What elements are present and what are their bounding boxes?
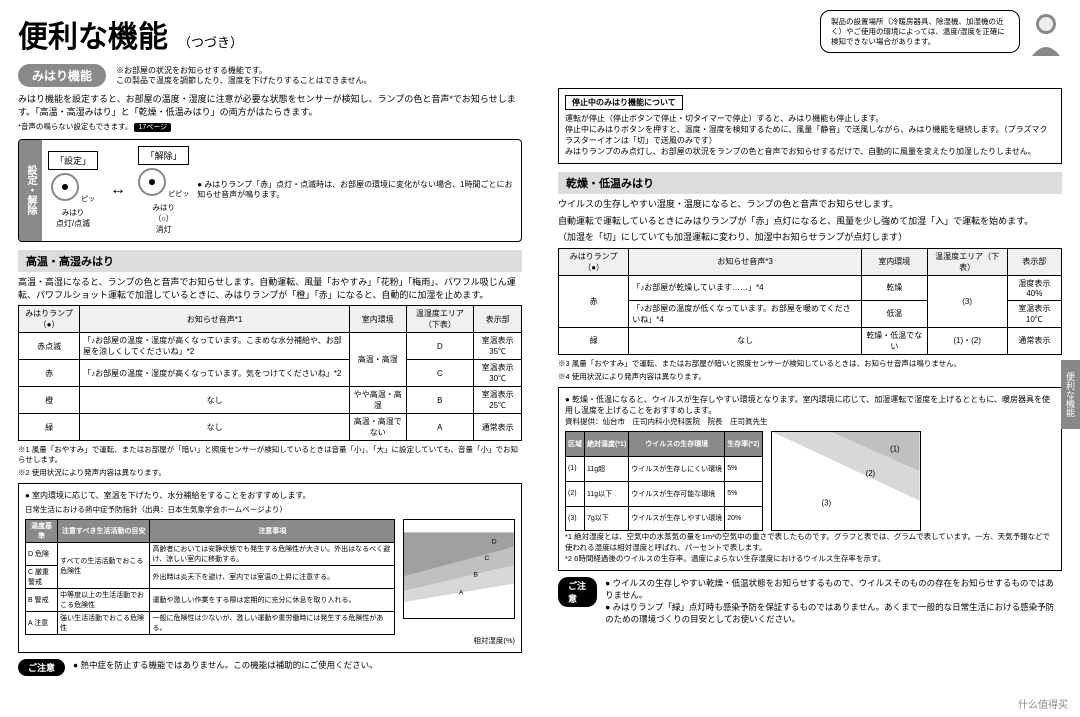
lady-icon — [1022, 8, 1070, 56]
title-row: 便利な機能 （つづき） — [18, 12, 522, 56]
blink-label: 点灯/点滅 — [48, 218, 98, 229]
virus-foot-1: *1 絶対湿度とは、空気中の水蒸気の量を1m³の空気中の重さで表したものです。グ… — [565, 531, 1055, 553]
setting-box: 設定・解除 「設定」 ピッ みはり 点灯/点滅 ↔ 「解除」 ピピッ みはり （… — [18, 139, 522, 242]
setting-bullet: ● みはりランプ「赤」点灯・点滅時は、お部屋の環境に変化がない場合、1時間ごとに… — [197, 180, 515, 201]
virus-info-box: ● 乾燥・低温になると、ウイルスが生存しやすい環境となります。室内環境に応じて、… — [558, 387, 1062, 571]
svg-text:A: A — [459, 590, 464, 597]
ht-note-1: ※1 風量「おやすみ」で運転、またはお部屋が「暗い」と照度センサーが検知している… — [18, 445, 522, 465]
mihari-pill: みはり機能 — [18, 64, 106, 87]
caution-pill-1: ご注意 — [18, 659, 65, 676]
right-page: 製品の設置場所（冷暖房器具、除湿機、加湿機の近く）やご使用の環境によっては、温度… — [540, 0, 1080, 717]
unset-label: 「解除」 — [138, 146, 189, 165]
stop-info-box: 停止中のみはり機能について 運転が停止（停止ボタンで停止・切タイマーで停止）する… — [558, 88, 1062, 164]
dry-note-4: ※4 使用状況により発声内容は異なります。 — [558, 372, 1062, 382]
dry-note-3: ※3 風量「おやすみ」で運転、またはお部屋が暗いと照度センサーが検知しているとき… — [558, 359, 1062, 369]
caution-2: ご注意 ● ウイルスの生存しやすい乾燥・低温状態をお知らせするもので、ウイルスそ… — [558, 577, 1062, 625]
svg-text:(3): (3) — [821, 499, 831, 508]
high-temp-table: みはりランプ（●）お知らせ音声*1 室内環境温湿度エリア（下表）表示部 赤点滅「… — [18, 305, 522, 441]
caution-pill-2: ご注意 — [558, 577, 597, 607]
lamp-label-2: みはり — [138, 202, 189, 213]
page-ref: 17ページ — [134, 123, 171, 132]
dry-bar: 乾燥・低温みはり — [558, 172, 1062, 194]
page-title: 便利な機能 — [18, 12, 168, 56]
virus-lead: ● 乾燥・低温になると、ウイルスが生存しやすい環境となります。室内環境に応じて、… — [565, 394, 1055, 416]
dry-table: みはりランプ（●）お知らせ音声*3 室内環境温湿度エリア（下表）表示部 赤「♪お… — [558, 248, 1062, 355]
virus-mini-table: 区域絶対湿度(*1)ウイルスの生存環境生存率(*2) (1)11g超ウイルスが生… — [565, 431, 763, 531]
caution-text-1: ● 熱中症を防止する機能ではありません。この機能は補助的にご使用ください。 — [73, 659, 378, 671]
heat-chart: D C B A — [403, 519, 515, 619]
svg-text:C: C — [485, 556, 490, 563]
off-label: 消灯 — [138, 224, 189, 235]
heat-lead: ● 室内環境に応じて、室温を下げたり、水分補給をすることをおすすめします。 — [25, 490, 515, 501]
stop-title: 停止中のみはり機能について — [565, 95, 683, 110]
dry-intro-1: ウイルスの生存しやすい湿度・温度になると、ランプの色と音声でお知らせします。 — [558, 198, 1062, 211]
virus-foot-2: *2 6時間経過後のウイルスの生存率。温度によらない生存湿度におけるウイルス生存… — [565, 553, 1055, 564]
mihari-intro-2: *音声の鳴らない設定もできます。 — [18, 122, 132, 131]
stop-l3: みはりランプのみ点灯し、お部屋の状況をランプの色と音声でお知らせするだけで、自動… — [565, 146, 1055, 157]
dry-intro-2: 自動運転で運転しているときにみはりランプが「赤」点灯になると、風量を少し強めて加… — [558, 215, 1062, 228]
pill-note-1: ※お部屋の状況をお知らせする機能です。 — [116, 66, 371, 76]
page-subtitle: （つづき） — [178, 32, 243, 51]
caution-2-t2: ● みはりランプ「緑」点灯時も感染予防を保証するものではありません。あくまで一般… — [605, 601, 1062, 625]
mihari-heading: みはり機能 ※お部屋の状況をお知らせする機能です。 この製品で温度を調節したり、… — [18, 64, 522, 87]
lamp-off-icon — [138, 168, 166, 196]
lamp-on-icon — [51, 173, 79, 201]
high-temp-intro: 高温・高湿になると、ランプの色と音声でお知らせします。自動運転、風量「おやすみ」… — [18, 276, 522, 301]
virus-credit: 資料提供：仙台市 庄司内科小児科医院 院長 庄司眞先生 — [565, 416, 1055, 427]
high-temp-bar: 高温・高湿みはり — [18, 250, 522, 272]
mihari-intro-1: みはり機能を設定すると、お部屋の温度・湿度に注意が必要な状態をセンサーが検知し、… — [18, 93, 522, 118]
stop-l2: 停止中にみはりボタンを押すと、温度・湿度を検知するために、風量「静音」で送風しな… — [565, 124, 1055, 146]
setting-tab: 設定・解除 — [19, 140, 42, 241]
watermark: 什么值得买 — [1018, 696, 1068, 711]
side-tab: 便利な機能 — [1061, 360, 1080, 429]
svg-text:D: D — [492, 539, 497, 546]
set-label: 「設定」 — [48, 151, 98, 170]
blank-label: （○） — [138, 213, 189, 224]
stop-l1: 運転が停止（停止ボタンで停止・切タイマーで停止）すると、みはり機能も停止します。 — [565, 113, 1055, 124]
heat-subhead: 日常生活における熱中症予防指針（出典：日本生気象学会ホームページより） — [25, 504, 515, 515]
virus-chart: (1) (2) (3) — [771, 431, 921, 531]
caution-1: ご注意 ● 熱中症を防止する機能ではありません。この機能は補助的にご使用ください… — [18, 659, 522, 676]
arrow-icon: ↔ — [110, 181, 126, 199]
pill-note-2: この製品で温度を調節したり、湿度を下げたりすることはできません。 — [116, 76, 371, 86]
svg-text:(2): (2) — [865, 469, 875, 478]
svg-text:(1): (1) — [890, 445, 900, 454]
heat-info-box: ● 室内環境に応じて、室温を下げたり、水分補給をすることをおすすめします。 日常… — [18, 483, 522, 653]
dry-intro-3: （加湿を「切」にしていても加湿運転に変わり、加湿中お知らせランプが点灯します） — [558, 231, 1062, 244]
balloon: 製品の設置場所（冷暖房器具、除湿機、加湿機の近く）やご使用の環境によっては、温度… — [820, 10, 1020, 53]
lamp-label-1: みはり — [48, 207, 98, 218]
caution-2-t1: ● ウイルスの生存しやすい乾燥・低温状態をお知らせするもので、ウイルスそのものの… — [605, 577, 1062, 601]
heat-mini-table: 温度基準注意すべき生活活動の目安注意事項 D 危険すべての生活活動でおこる危険性… — [25, 519, 395, 635]
ht-note-2: ※2 使用状況により発声内容は異なります。 — [18, 468, 522, 478]
svg-text:B: B — [474, 572, 479, 579]
left-page: 便利な機能 （つづき） みはり機能 ※お部屋の状況をお知らせする機能です。 この… — [0, 0, 540, 717]
